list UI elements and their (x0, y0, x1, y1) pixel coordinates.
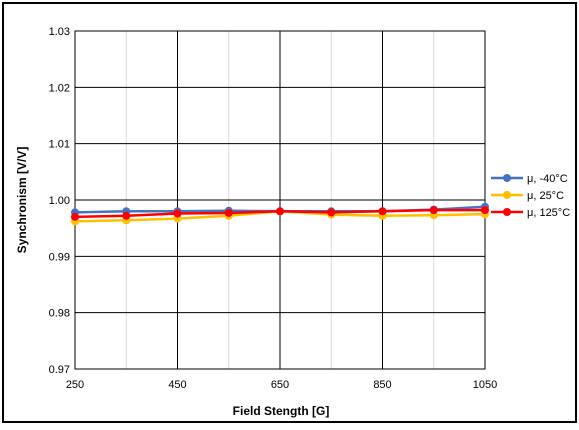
data-point (71, 212, 79, 221)
x-tick-label: 450 (168, 379, 186, 391)
legend-swatch-marker (503, 208, 511, 216)
x-axis-title: Field Stength [G] (233, 404, 330, 418)
plot-area (74, 30, 486, 370)
data-point (224, 208, 233, 217)
y-axis-title: Synchronism [V/V] (15, 147, 29, 254)
series-layer (71, 202, 489, 226)
legend-item: μ, 25°C (491, 190, 564, 202)
data-point (276, 207, 284, 216)
legend-swatch-marker (503, 174, 511, 182)
legend: μ, -40°C μ, 25°C μ, 125°C (491, 173, 570, 219)
series-3 (71, 206, 489, 221)
data-point (122, 211, 131, 220)
data-point (481, 206, 489, 215)
y-tick-label: 1.01 (49, 139, 70, 151)
y-tick-label: 1.02 (49, 82, 70, 94)
legend-label: μ, 25°C (527, 190, 564, 202)
data-point (429, 206, 438, 215)
legend-label: μ, -40°C (527, 173, 568, 185)
x-tick-label: 650 (271, 379, 289, 391)
y-tick-label: 0.99 (49, 251, 70, 263)
legend-item: μ, 125°C (491, 207, 570, 219)
y-tick-label: 0.98 (49, 308, 70, 320)
legend-label: μ, 125°C (527, 207, 570, 219)
legend-item: μ, -40°C (491, 173, 568, 185)
data-point (173, 209, 182, 218)
y-tick-label: 0.97 (49, 364, 70, 376)
x-tick-label: 850 (373, 379, 391, 391)
data-point (378, 207, 387, 216)
x-tick-label: 1050 (473, 379, 497, 391)
x-tick-label: 250 (66, 379, 84, 391)
legend-swatch-marker (503, 191, 511, 199)
data-point (327, 208, 336, 217)
tick-labels: 0.97 0.98 0.99 1.00 1.01 1.02 1.03 250 450 650 850… (49, 26, 498, 391)
y-tick-label: 1.03 (49, 26, 70, 38)
y-tick-label: 1.00 (49, 195, 70, 207)
